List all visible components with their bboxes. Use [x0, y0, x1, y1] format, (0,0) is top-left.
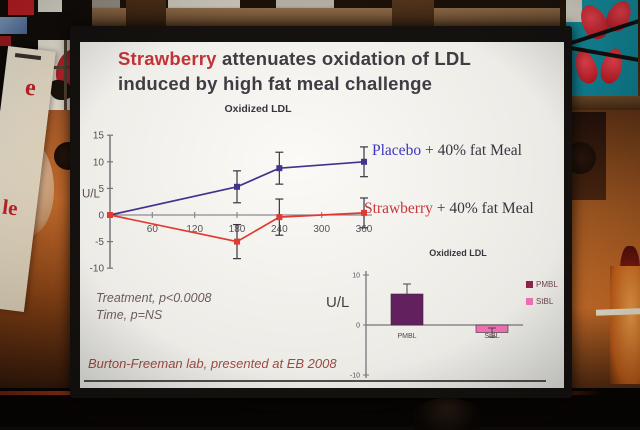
legend-item-pmbl: PMBL [526, 280, 558, 289]
placebo-series-name: Placebo [372, 142, 422, 159]
slide-title: Strawberry attenuates oxidation of LDL i… [118, 46, 548, 96]
inset-legend: PMBL StBL [526, 280, 558, 314]
svg-text:300: 300 [313, 224, 330, 235]
svg-text:5: 5 [98, 184, 104, 195]
stats-treatment: Treatment, p<0.0008 [96, 291, 212, 305]
glass-pane-red [8, 0, 34, 15]
strawberry-series-name: Strawberry [364, 200, 433, 217]
banner-letter: le [1, 194, 20, 221]
strawberry-series-rest: + 40% fat Meal [432, 200, 534, 217]
svg-text:0: 0 [356, 323, 360, 330]
legend-label-stbl: StBL [536, 297, 554, 306]
stained-glass-window-right [566, 0, 638, 100]
banner-letter: e [23, 74, 38, 102]
svg-text:PMBL: PMBL [397, 333, 416, 340]
svg-text:10: 10 [352, 273, 360, 280]
stats-annotation: Treatment, p<0.0008 Time, p=NS [96, 290, 211, 324]
svg-text:Oxidized LDL: Oxidized LDL [429, 248, 487, 258]
audience-head-silhouette [414, 398, 480, 430]
legend-item-stbl: StBL [526, 297, 558, 306]
slide-title-highlight: Strawberry [118, 48, 217, 69]
svg-text:15: 15 [93, 131, 105, 142]
window-mullion [64, 40, 67, 122]
inset-bar-chart: Oxidized LDL 10 0 -10 PMBL StBL [350, 248, 523, 380]
glass-pane-white [566, 0, 582, 22]
glass-pane-red [0, 36, 11, 46]
placebo-series-label: Placebo + 40% fat Meal [372, 142, 522, 160]
legend-swatch-stbl [526, 298, 533, 305]
stats-time: Time, p=NS [96, 308, 163, 322]
svg-text:-10: -10 [350, 373, 360, 380]
inset-ylabel: U/L [326, 294, 350, 311]
slide-title-rest: attenuates oxidation of LDL induced by h… [118, 48, 471, 94]
glass-pane-blue [0, 17, 27, 34]
banner-small-text [14, 52, 42, 61]
window-frame [560, 96, 640, 110]
legend-label-pmbl: PMBL [536, 280, 558, 289]
slide: Strawberry attenuates oxidation of LDL i… [80, 42, 564, 388]
svg-text:-5: -5 [95, 237, 104, 248]
strawberry-series-label: Strawberry + 40% fat Meal [364, 200, 534, 218]
svg-text:120: 120 [186, 224, 203, 235]
svg-text:10: 10 [93, 157, 105, 168]
svg-text:0: 0 [98, 211, 104, 222]
line-chart-title: Oxidized LDL [224, 103, 292, 115]
svg-text:60: 60 [147, 224, 159, 235]
lamp-glow [610, 266, 640, 384]
legend-swatch-pmbl [526, 281, 533, 288]
stained-glass-top-left [0, 0, 92, 46]
svg-text:StBL: StBL [484, 333, 499, 340]
svg-text:360: 360 [356, 224, 373, 235]
glass-pane-white [38, 0, 62, 12]
attribution: Burton-Freeman lab, presented at EB 2008 [88, 356, 337, 371]
svg-text:-10: -10 [90, 264, 105, 275]
slide-bottom-edge [84, 380, 546, 382]
placebo-series-rest: + 40% fat Meal [421, 142, 522, 159]
ceiling-light-patch [90, 0, 120, 10]
svg-text:U/L: U/L [82, 189, 101, 201]
